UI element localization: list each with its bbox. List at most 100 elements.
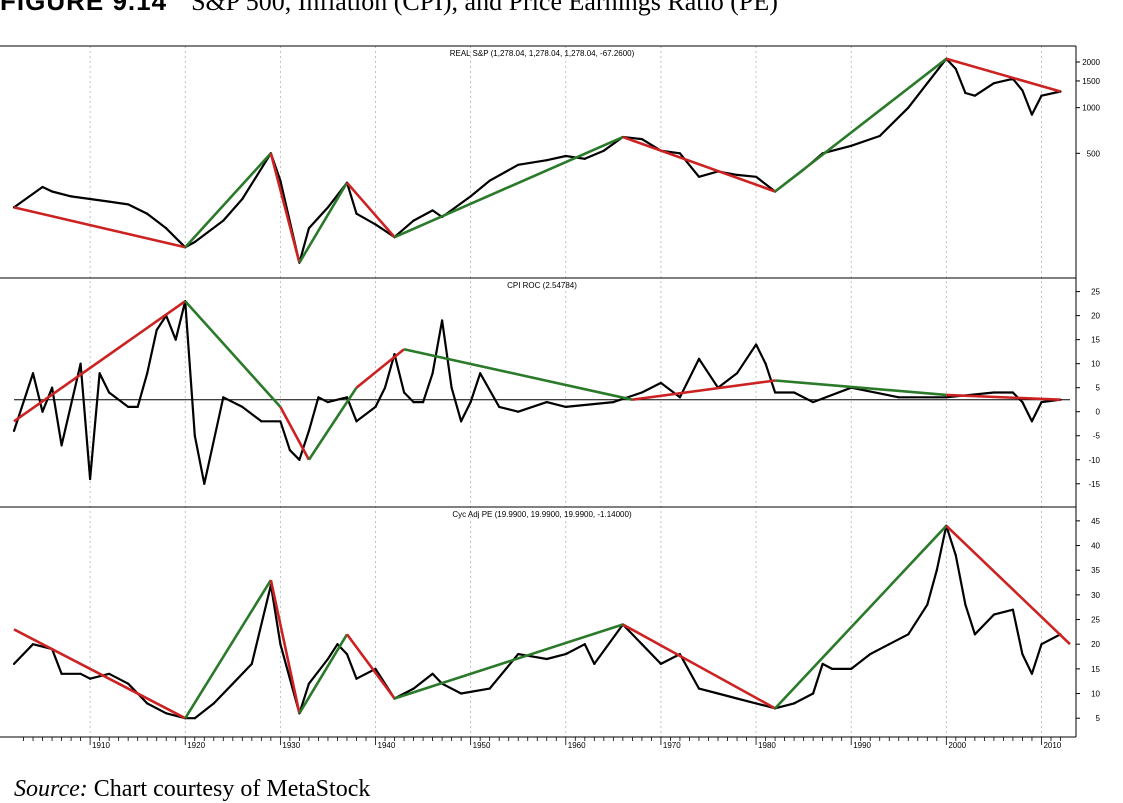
data-point [241,405,244,409]
data-point [773,391,777,394]
data-point [345,396,349,399]
data-point [108,200,111,203]
panel-title: Cyc Adj PE (19.9900, 19.9900, 19.9900, -… [452,510,632,519]
x-tick-label: 1930 [282,741,300,750]
data-point [793,702,796,705]
y-tick-label: 40 [1091,542,1100,551]
data-point [31,643,35,646]
data-point [469,401,472,404]
data-point [260,420,263,423]
data-point [869,652,872,656]
data-point [764,362,767,365]
data-point [317,396,320,399]
source-label: Source: [14,776,88,802]
series-line [13,524,1062,720]
data-point [1011,608,1015,611]
trend-line [774,379,947,397]
data-point [517,410,520,413]
y-tick-label: 35 [1091,566,1100,575]
data-point [812,692,815,695]
data-point [897,396,900,399]
trend-line [394,135,624,239]
y-tick-label: 30 [1091,591,1100,600]
data-point [12,429,16,433]
data-point [336,643,339,646]
data-point [973,633,976,636]
data-point [79,362,82,365]
y-tick-label: 25 [1091,616,1100,625]
data-point [241,197,244,201]
data-point [127,405,130,409]
data-point [602,149,605,152]
chart-canvas: REAL S&P (1,278.04, 1,278.04, 1,278.04, … [0,45,1101,750]
data-point [907,633,910,636]
data-point [431,672,434,675]
data-point [441,319,444,322]
data-point [545,401,548,404]
y-tick-label: -5 [1093,432,1101,441]
trend-line [394,623,624,700]
y-tick-label: 1000 [1082,104,1100,113]
data-point [545,657,548,661]
data-point [402,391,406,394]
data-point [193,717,196,720]
trend-line [403,347,633,401]
data-point [640,643,643,646]
y-tick-label: 20 [1091,312,1100,321]
data-point [279,643,282,646]
data-point [450,386,453,389]
data-point [345,652,349,656]
data-point [174,338,177,341]
data-point [326,657,330,661]
data-point [89,477,92,481]
data-point [754,343,758,346]
y-tick-label: 5 [1096,714,1101,723]
y-tick-label: -10 [1088,456,1100,465]
data-point [926,603,929,606]
data-point [498,405,501,409]
data-point [1021,652,1024,656]
trend-line [298,182,349,264]
y-tick-label: 500 [1087,149,1101,158]
data-point [412,687,415,690]
data-point [964,91,967,95]
data-point [640,391,643,394]
data-point [374,223,377,226]
data-point [1021,89,1024,92]
data-point [735,697,739,700]
trend-line [13,628,186,720]
data-point [355,677,358,680]
trend-line [946,393,1061,402]
data-point [1040,94,1043,97]
data-point [165,712,168,715]
data-point [108,391,111,394]
data-point [326,401,330,404]
data-point [222,396,225,399]
data-point [98,372,101,375]
data-point [279,179,282,182]
data-point [250,662,253,666]
x-tick-label: 1950 [473,741,491,750]
x-tick-label: 2000 [948,741,966,750]
data-point [412,401,415,404]
data-point [1040,401,1043,404]
trend-line [184,300,282,408]
data-point [935,569,938,572]
data-point [564,652,567,656]
y-tick-label: 15 [1091,665,1100,674]
data-point [460,420,463,423]
data-point [41,185,44,189]
data-point [992,82,995,85]
data-point [108,672,111,675]
data-point [479,372,482,375]
data-point [89,197,92,201]
data-point [992,391,995,394]
trend-line [345,633,396,700]
trend-line [632,379,776,401]
y-tick-label: -15 [1088,480,1100,489]
data-point [954,554,957,557]
panel-title: REAL S&P (1,278.04, 1,278.04, 1,278.04, … [450,49,635,58]
data-point [307,682,311,685]
data-point [878,134,881,138]
data-point [193,240,196,244]
